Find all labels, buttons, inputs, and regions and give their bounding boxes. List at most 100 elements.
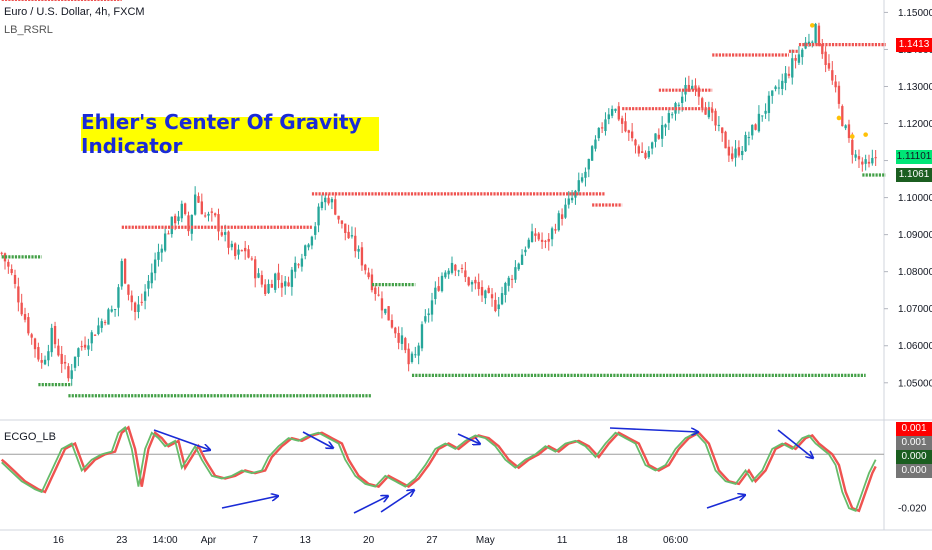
candle-body <box>417 345 420 356</box>
candle-body <box>250 258 254 260</box>
candle-body <box>427 313 430 316</box>
support-price-tag: 1.1061 <box>896 168 932 182</box>
candle-body <box>570 197 574 201</box>
candle-body <box>404 338 407 351</box>
signal-marker <box>863 132 868 137</box>
candle-body <box>170 216 173 235</box>
candle-body <box>447 270 450 275</box>
candle-body <box>757 113 761 132</box>
candle-body <box>620 118 624 124</box>
candle-body <box>390 320 394 328</box>
candle-body <box>544 240 547 242</box>
candle-body <box>744 135 747 152</box>
price-axis-label: 1.06000 <box>898 341 932 352</box>
candle-body <box>704 108 707 115</box>
candle-body <box>767 95 771 114</box>
candle-body <box>507 277 510 286</box>
divergence-arrow <box>457 433 480 444</box>
candle-body <box>487 287 490 293</box>
candle-body <box>103 321 107 323</box>
candle-body <box>504 283 507 295</box>
candle-body <box>550 228 554 240</box>
candle-body <box>751 124 754 136</box>
candle-body <box>70 370 73 379</box>
candle-body <box>284 281 287 287</box>
candle-body <box>510 278 514 280</box>
candle-body <box>230 243 234 248</box>
candle-body <box>721 127 724 134</box>
ecgo-trigger-line <box>0 425 877 513</box>
candle-body <box>781 80 784 89</box>
candle-body <box>474 279 477 284</box>
candle-body <box>834 81 837 88</box>
candle-body <box>307 244 310 248</box>
candle-body <box>163 233 167 251</box>
candle-body <box>254 259 257 279</box>
candle-body <box>63 361 67 364</box>
candle-body <box>277 272 280 281</box>
candle-body <box>514 267 517 280</box>
candle-body <box>60 353 63 364</box>
candle-body <box>681 96 684 104</box>
candle-body <box>430 300 434 315</box>
candle-body <box>387 306 390 321</box>
candle-body <box>167 233 170 235</box>
candle-body <box>637 146 640 154</box>
candle-body <box>610 108 614 116</box>
candle-body <box>540 239 544 242</box>
candle-body <box>490 294 494 299</box>
candle-body <box>97 325 100 334</box>
candle-body <box>797 54 801 63</box>
candle-body <box>594 139 597 149</box>
candle-body <box>754 124 757 130</box>
candle-body <box>614 108 617 111</box>
candle-body <box>80 346 83 348</box>
time-axis-label: 14:00 <box>153 535 178 546</box>
candle-body <box>460 267 464 269</box>
candle-body <box>340 220 344 224</box>
candle-body <box>117 287 120 308</box>
candle-body <box>327 197 330 204</box>
candle-body <box>624 121 627 132</box>
candle-body <box>40 360 43 363</box>
time-axis-label: May <box>476 535 495 546</box>
candle-body <box>314 226 317 235</box>
candle-body <box>717 124 721 126</box>
symbol-legend: Euro / U.S. Dollar, 4h, FXCM <box>4 6 145 18</box>
candle-body <box>37 347 40 360</box>
candle-body <box>27 317 30 334</box>
divergence-arrow <box>706 495 745 509</box>
candle-body <box>764 110 767 114</box>
osc-value-tag: 0.000 <box>896 450 932 464</box>
candle-body <box>424 316 427 322</box>
candle-body <box>454 264 457 271</box>
candle-body <box>564 204 567 218</box>
candle-body <box>287 282 290 287</box>
candle-body <box>567 198 570 205</box>
candle-body <box>410 353 414 362</box>
candle-body <box>687 84 691 92</box>
candle-body <box>267 283 270 294</box>
candle-body <box>660 124 664 139</box>
candle-body <box>657 134 660 139</box>
candle-body <box>160 248 163 253</box>
candle-body <box>630 131 634 139</box>
time-axis-label: 06:00 <box>663 535 688 546</box>
candle-body <box>650 142 654 149</box>
candle-body <box>587 158 590 170</box>
candle-body <box>203 215 207 217</box>
candle-body <box>173 215 177 224</box>
candle-body <box>787 73 791 76</box>
candle-body <box>140 301 143 303</box>
candle-body <box>534 233 537 236</box>
candle-body <box>560 214 564 219</box>
time-axis-label: 13 <box>300 535 312 546</box>
candle-body <box>217 214 220 232</box>
candle-body <box>304 245 307 257</box>
candle-body <box>644 152 647 159</box>
candle-body <box>590 146 594 161</box>
candle-body <box>207 213 210 216</box>
candle-body <box>280 282 284 288</box>
candle-body <box>627 130 630 133</box>
